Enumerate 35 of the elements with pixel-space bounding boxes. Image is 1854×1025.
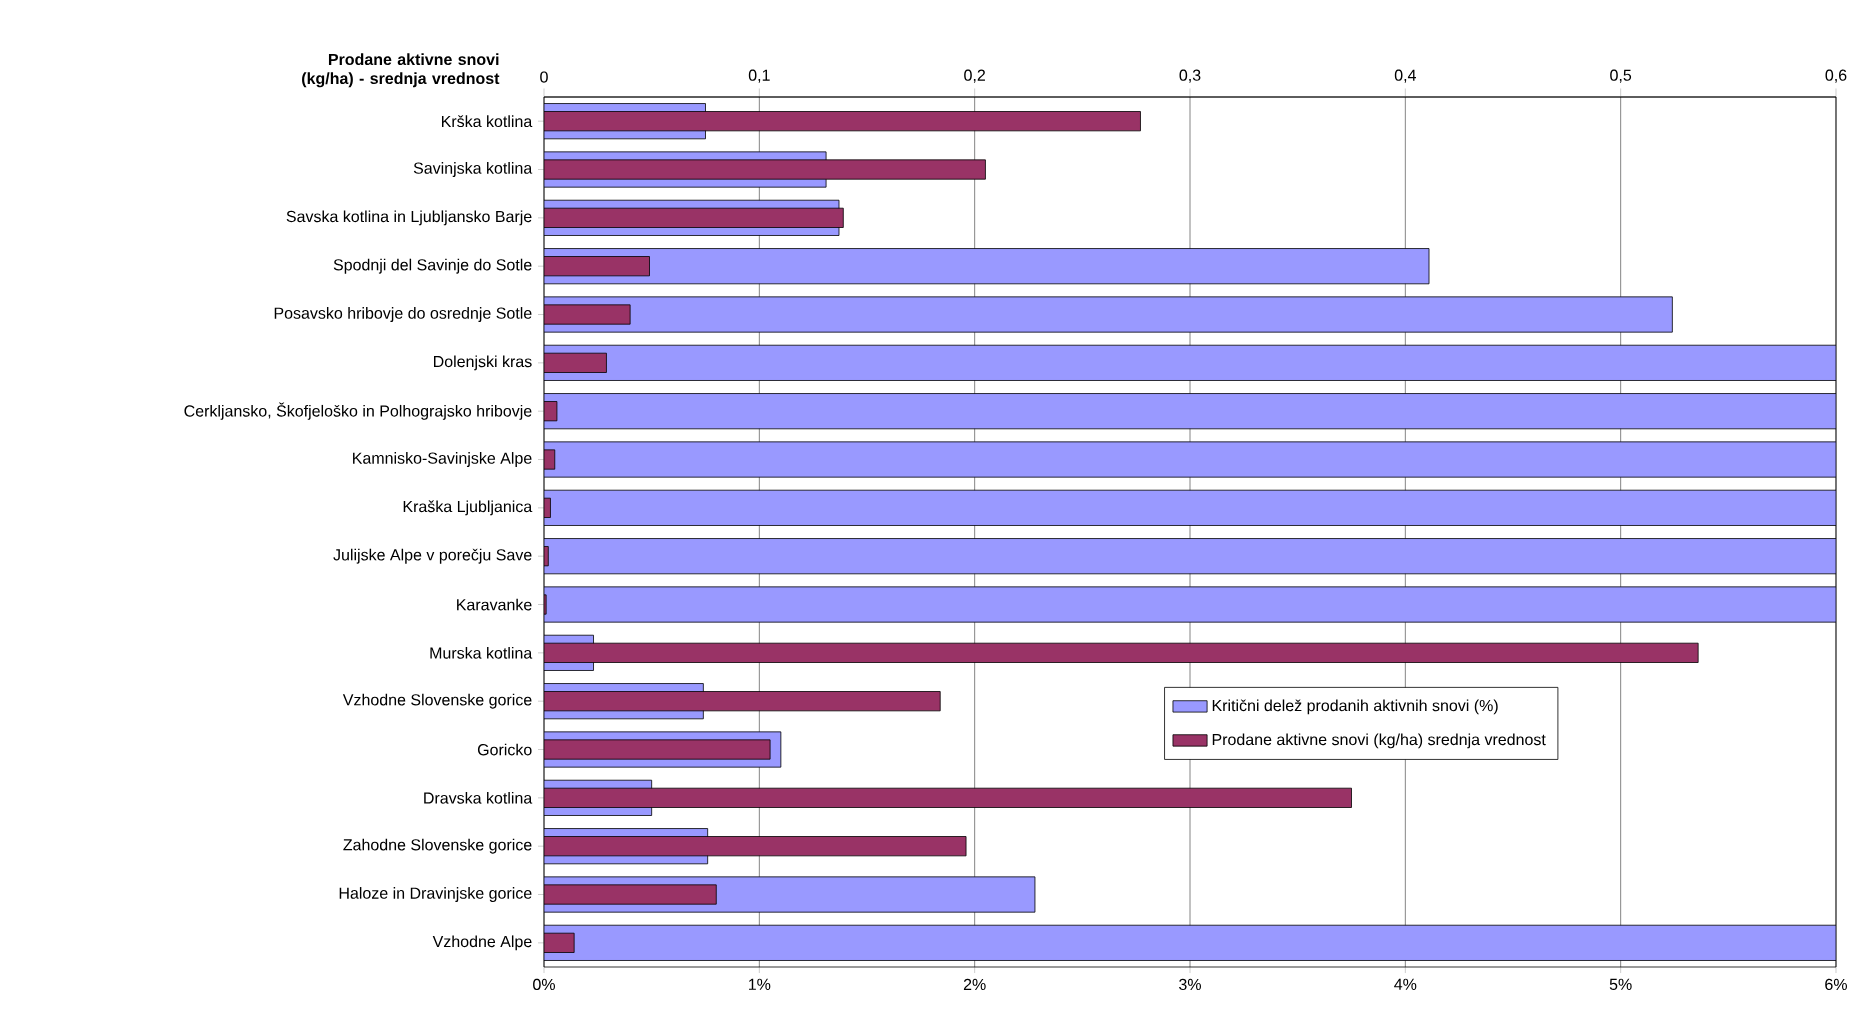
y-tick-label: Julijske Alpe v porečju Save — [333, 548, 532, 564]
legend-label: Prodane aktivne snovi (kg/ha) srednja vrednost — [1212, 733, 1546, 749]
y-tick-label: Zahodne Slovenske gorice — [343, 838, 532, 854]
y-tick-label: Savinjska kotlina — [413, 162, 533, 177]
y-tick-label: Dravska kotlina — [424, 791, 533, 804]
y-tick-label: Spodnji del Savinje do Sotle — [333, 258, 532, 274]
x2-tick-label: 0 — [540, 71, 548, 83]
x2-axis-title: Prodane aktivne snovi (kg/ha) - srednja vrednost — [302, 53, 500, 88]
x-tick-label: 1% — [749, 978, 771, 990]
y-tick-label: Kamnisko-Savinjske Alpe — [353, 452, 532, 467]
y-tick-label: Vzhodne Alpe — [432, 935, 532, 951]
x-tick-label: 5% — [1609, 978, 1632, 990]
y-tick-label: Cerkljansko, Škofjeloško in Polhograjsko hribovje — [184, 402, 532, 420]
x-tick-label: 3% — [1179, 978, 1201, 991]
x2-tick-label: 0,6 — [1825, 69, 1847, 83]
y-tick-label: Vzhodne Slovenske gorice — [342, 693, 532, 709]
x-tick-label: 2% — [963, 978, 986, 991]
y-tick-label: Posavsko hribovje do osrednje Sotle — [274, 307, 532, 322]
x-tick-label: 6% — [1825, 978, 1847, 991]
y-tick-label: Dolenjski kras — [434, 355, 532, 371]
x-tick-label: 0% — [533, 978, 555, 991]
y-tick-label: Krška kotlina — [441, 115, 533, 128]
legend-label: Kritični delež prodanih aktivnih snovi (%) — [1212, 699, 1498, 715]
x2-tick-label: 0,2 — [964, 69, 985, 83]
y-tick-label: Kraška Ljubljanica — [403, 500, 533, 516]
y-tick-label: Savska kotlina in Ljubljansko Barje — [286, 210, 532, 226]
y-tick-label: Karavanke — [457, 598, 532, 611]
x2-tick-label: 0,4 — [1394, 69, 1416, 83]
y-tick-label: Goricko — [477, 743, 532, 756]
y-tick-label: Haloze in Dravinjske gorice — [339, 887, 532, 902]
x2-tick-label: 0,5 — [1610, 69, 1632, 83]
x2-tick-label: 0,1 — [748, 69, 770, 83]
x2-tick-label: 0,3 — [1179, 69, 1201, 83]
y-tick-label: Murska kotlina — [430, 646, 533, 659]
x-tick-label: 4% — [1394, 978, 1417, 990]
